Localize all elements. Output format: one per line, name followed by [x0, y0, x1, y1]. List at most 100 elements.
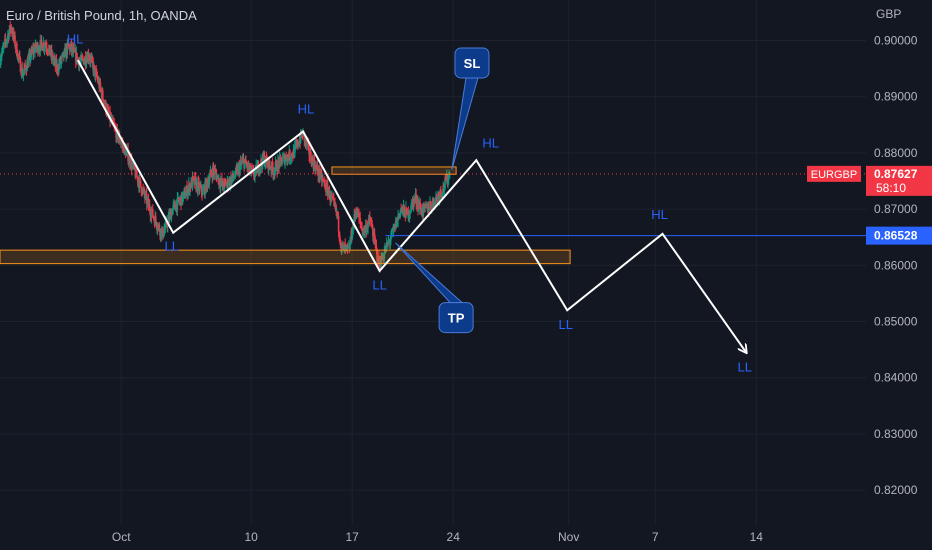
candle-body	[259, 167, 262, 169]
candle-body	[299, 131, 302, 143]
candle-body	[3, 42, 6, 46]
candle-body	[174, 202, 176, 208]
candle-body	[344, 244, 346, 248]
candle-body	[125, 151, 128, 156]
candle-body	[76, 52, 78, 62]
candle-body	[61, 53, 64, 56]
candle-body	[144, 193, 147, 198]
candle-body	[77, 58, 79, 61]
candle-body	[179, 199, 181, 203]
candle-body	[230, 178, 233, 185]
candle-body	[355, 213, 358, 215]
candle-body	[382, 257, 384, 260]
candle-body	[341, 244, 343, 247]
candle-body	[319, 177, 321, 179]
candle-body	[21, 67, 24, 77]
candle-body	[90, 57, 92, 62]
candle-body	[274, 162, 277, 170]
candle-body	[29, 57, 32, 61]
candle-body	[57, 71, 60, 73]
candle-body	[282, 155, 285, 158]
candle-body	[424, 204, 426, 208]
candle-body	[43, 43, 45, 49]
candle-body	[324, 183, 327, 190]
x-tick-label: 24	[447, 530, 461, 544]
candle-body	[429, 202, 432, 206]
candle-body	[334, 203, 336, 208]
candle-body	[260, 159, 263, 164]
candle-body	[39, 40, 42, 52]
candle-body	[197, 181, 199, 192]
y-tick-label: 0.84000	[874, 371, 918, 385]
y-tick-label: 0.85000	[874, 315, 918, 329]
candle-body	[227, 179, 229, 188]
candle-body	[150, 212, 153, 218]
candle-body	[428, 209, 431, 212]
candle-body	[322, 179, 325, 181]
candle-body	[360, 221, 362, 225]
candle-body	[83, 60, 85, 65]
candle-body	[302, 131, 304, 137]
candle-body	[369, 220, 372, 222]
candle-body	[240, 162, 243, 164]
candle-body	[35, 42, 37, 49]
candle-body	[447, 175, 450, 181]
pivot-label-hl: HL	[651, 207, 668, 222]
candle-body	[206, 179, 208, 182]
candle-body	[437, 194, 439, 201]
candle-body	[205, 179, 208, 192]
candle-body	[341, 245, 344, 247]
candle-body	[438, 196, 441, 201]
candle-body	[186, 186, 188, 197]
time-axis: Oct 10 17 24 Nov 7 14	[112, 530, 763, 544]
x-tick-label: 7	[652, 530, 659, 544]
candle-body	[281, 161, 283, 165]
candle-body	[275, 162, 278, 172]
candle-body	[234, 168, 237, 176]
candle-body	[55, 60, 58, 70]
candle-body	[208, 179, 211, 186]
candle-body	[160, 230, 163, 237]
candle-body	[287, 155, 289, 158]
candle-body	[323, 180, 325, 182]
candle-body	[290, 158, 292, 160]
candle-body	[153, 217, 155, 220]
candle-body	[58, 63, 60, 72]
candle-body	[35, 47, 38, 49]
candle-body	[400, 208, 403, 211]
candle-body	[117, 129, 119, 140]
candle-body	[361, 228, 364, 235]
candle-body	[2, 45, 5, 48]
callout-label-tp: TP	[448, 311, 465, 326]
candle-body	[45, 44, 48, 49]
candle-body	[155, 221, 158, 227]
candle-body	[359, 217, 362, 222]
candle-body	[163, 230, 165, 236]
candle-body	[82, 58, 84, 60]
candle-body	[431, 202, 434, 208]
candle-body	[323, 181, 326, 184]
candle-body	[88, 57, 91, 59]
candle-body	[234, 175, 236, 178]
candle-body	[194, 177, 197, 180]
candle-body	[162, 228, 164, 238]
candle-body	[133, 164, 136, 170]
candle-body	[375, 245, 378, 250]
candle-body	[326, 185, 329, 196]
candle-body	[56, 65, 59, 72]
candle-body	[338, 235, 341, 242]
candle-body	[185, 191, 187, 197]
candle-body	[337, 215, 340, 232]
candle-body	[294, 144, 297, 146]
candle-body	[442, 184, 445, 193]
y-tick-label: 0.90000	[874, 33, 918, 47]
candle-body	[152, 217, 155, 219]
candle-body	[361, 227, 363, 229]
candle-body	[367, 223, 369, 229]
candle-body	[305, 139, 308, 146]
candle-body	[371, 224, 374, 230]
candle-body	[258, 171, 260, 173]
candle-body	[293, 145, 296, 158]
candle-body	[239, 162, 242, 166]
